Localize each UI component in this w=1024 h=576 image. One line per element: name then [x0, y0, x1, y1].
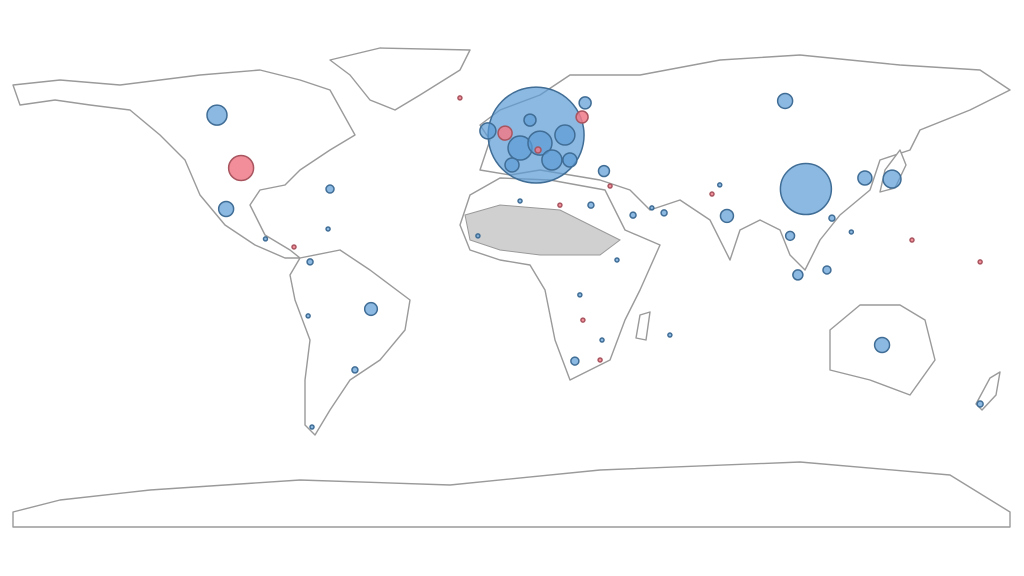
- bubble: [909, 237, 915, 243]
- bubble: [882, 169, 902, 189]
- bubble: [351, 366, 359, 374]
- bubble: [479, 122, 497, 140]
- bubble-layer: [206, 86, 984, 430]
- bubble: [557, 202, 563, 208]
- south-america: [289, 249, 411, 436]
- bubble: [504, 157, 520, 173]
- bubble: [599, 337, 605, 343]
- bubble: [792, 269, 804, 281]
- bubble: [660, 209, 668, 217]
- bubble: [475, 233, 481, 239]
- eurasia: [479, 54, 1011, 271]
- bubble: [517, 198, 523, 204]
- bubble: [541, 149, 563, 171]
- bubble: [570, 356, 580, 366]
- bubble: [614, 257, 620, 263]
- antarctica: [12, 461, 1011, 528]
- bubble: [562, 152, 578, 168]
- bubble: [227, 154, 255, 182]
- bubble: [527, 130, 553, 156]
- bubble: [848, 229, 855, 235]
- bubble: [597, 164, 611, 178]
- bubble: [607, 183, 613, 189]
- greenland: [329, 47, 471, 111]
- north-america: [12, 69, 356, 259]
- bubble: [363, 301, 379, 317]
- bubble: [784, 230, 796, 242]
- bubble: [776, 92, 794, 110]
- unshaded-region: [464, 204, 621, 256]
- bubble: [523, 113, 537, 127]
- bubble: [873, 336, 891, 354]
- new-zealand: [975, 371, 1001, 411]
- bubble: [717, 182, 723, 188]
- bubble: [719, 208, 735, 224]
- bubble: [649, 205, 655, 211]
- bubble: [580, 317, 586, 323]
- bubble: [577, 292, 583, 298]
- madagascar: [635, 311, 651, 341]
- bubble: [554, 124, 576, 146]
- bubble: [325, 226, 331, 232]
- bubble: [597, 357, 603, 363]
- bubble: [575, 110, 589, 124]
- bubble: [497, 125, 513, 141]
- bubble: [217, 200, 235, 218]
- bubble: [828, 214, 836, 222]
- bubble: [578, 96, 592, 110]
- bubble: [291, 244, 297, 250]
- bubble: [325, 184, 335, 194]
- basemap: [12, 47, 1011, 528]
- bubble: [587, 201, 595, 209]
- bubble: [857, 170, 873, 186]
- bubble: [457, 95, 463, 101]
- bubble: [262, 236, 269, 242]
- bubble: [534, 146, 542, 154]
- bubble: [306, 258, 314, 266]
- bubble: [822, 265, 832, 275]
- bubble: [309, 424, 315, 430]
- bubble: [305, 313, 311, 319]
- bubble: [976, 400, 984, 408]
- bubble: [667, 332, 673, 338]
- bubble: [779, 162, 833, 216]
- bubble: [709, 191, 715, 197]
- bubble: [977, 259, 983, 265]
- bubble: [206, 104, 228, 126]
- bubble: [629, 211, 637, 219]
